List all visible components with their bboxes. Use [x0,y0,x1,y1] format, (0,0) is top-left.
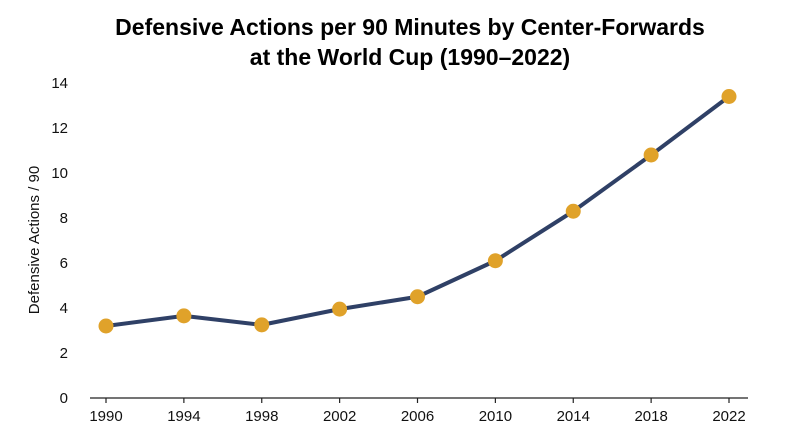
x-tick-label: 1990 [89,408,122,425]
y-tick-label: 12 [51,120,68,137]
x-tick-label: 1998 [245,408,278,425]
chart-title-line-2: at the World Cup (1990–2022) [250,44,570,70]
data-points [98,89,737,334]
x-tick-labels: 1990 1994 1998 2002 2006 2010 2014 2018 2022 [89,398,746,425]
x-tick-label: 2010 [479,408,512,425]
data-point [643,147,659,163]
y-tick-label: 2 [60,345,68,362]
data-point [98,318,114,334]
x-tick-label: 1994 [167,408,200,425]
x-tick-label: 2014 [557,408,590,425]
data-point [332,301,348,317]
y-tick-labels: 0 2 4 6 8 10 12 14 [51,75,68,407]
x-tick-label: 2018 [634,408,667,425]
y-tick-label: 4 [60,300,68,317]
data-point [487,253,503,269]
x-tick-label: 2006 [401,408,434,425]
data-point [410,289,425,305]
y-tick-label: 10 [51,165,68,182]
x-tick-label: 2002 [323,408,356,425]
data-point [254,317,270,333]
y-tick-label: 0 [60,390,68,407]
data-point [721,89,737,104]
y-tick-label: 14 [51,75,68,92]
chart-title-line-1: Defensive Actions per 90 Minutes by Cent… [115,14,705,40]
y-tick-label: 6 [60,255,68,272]
data-point [176,308,192,324]
x-tick-label: 2022 [712,408,745,425]
y-axis-title: Defensive Actions / 90 [26,166,43,314]
y-tick-label: 8 [60,210,68,227]
data-point [565,203,581,219]
